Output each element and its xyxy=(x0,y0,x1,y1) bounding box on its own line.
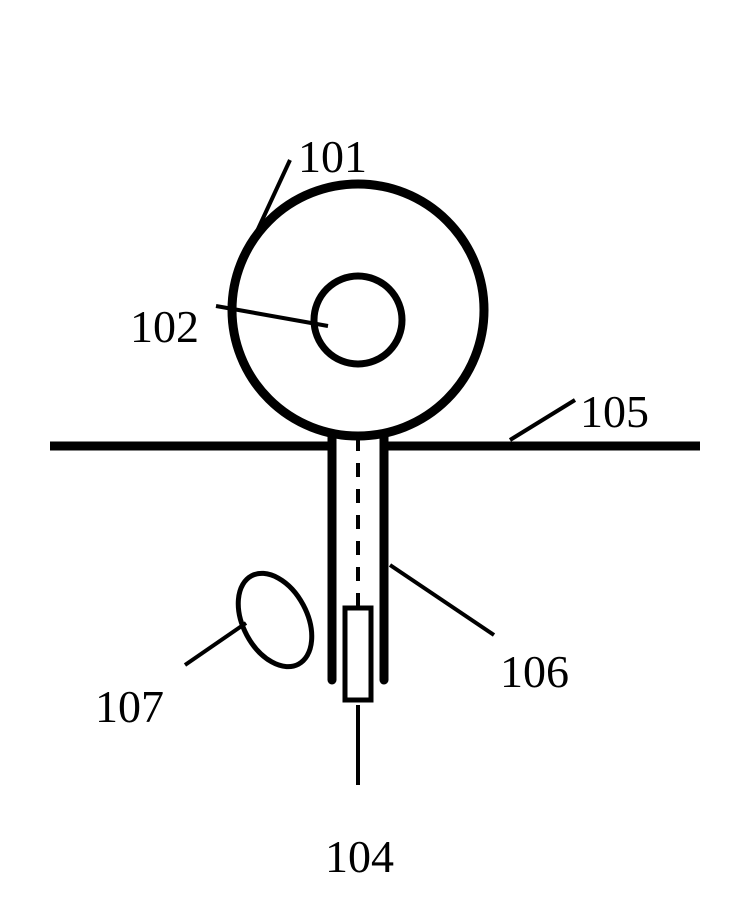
label-107: 107 xyxy=(95,680,164,733)
label-106: 106 xyxy=(500,645,569,698)
label-102: 102 xyxy=(130,300,199,353)
label-105: 105 xyxy=(580,385,649,438)
diagram-canvas xyxy=(0,0,750,895)
label-104: 104 xyxy=(325,830,394,883)
schematic-svg xyxy=(0,0,750,895)
label-101: 101 xyxy=(298,130,367,183)
